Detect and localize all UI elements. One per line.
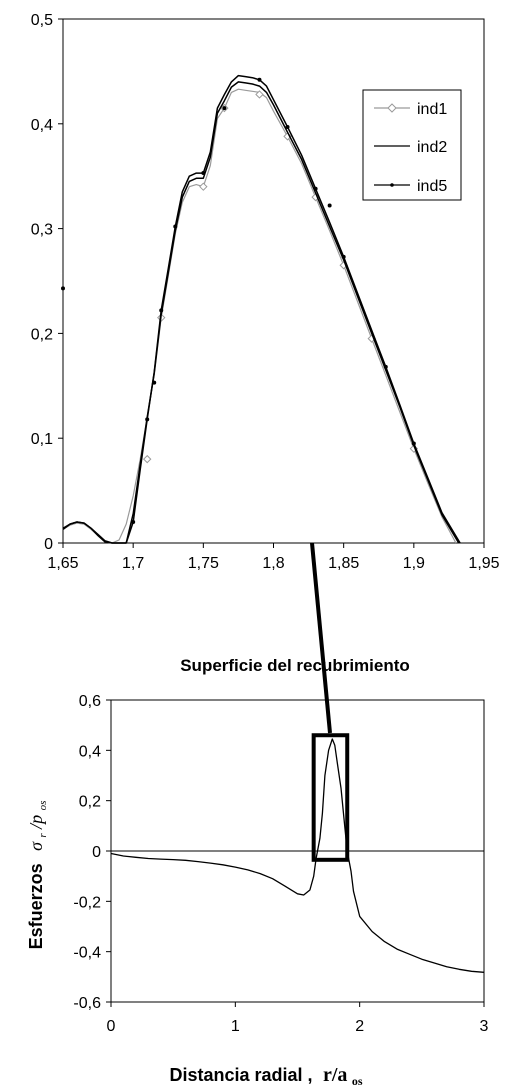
marker-ind5: [285, 124, 290, 129]
marker-ind5: [61, 286, 65, 291]
dot-marker-icon: [390, 183, 394, 187]
x-axis-label: Distancia radial , r/a os: [169, 1064, 362, 1088]
x-tick-label: 1,65: [47, 555, 78, 572]
y-tick-label: 0,6: [79, 693, 101, 710]
full-y-ticks: 0,6 0,4 0,2 0 -0,2 -0,4 -0,6: [73, 693, 111, 1012]
zoom-chart: 00,10,20,30,40,5 1,65 1,7 1,75 1,8 1,85 1,9 1,…: [31, 12, 500, 572]
y-tick-label: 0,3: [31, 222, 53, 239]
x-axis-ratio: r/a: [323, 1064, 347, 1086]
x-tick-label: 1: [231, 1018, 240, 1035]
full-chart: Superficie del recubrimiento 0,60,40,20-…: [26, 656, 489, 1088]
x-tick-label: 0: [107, 1018, 116, 1035]
marker-ind5: [341, 254, 346, 259]
zoom-x-ticks: 1,65 1,7 1,75 1,8 1,85 1,9 1,95: [47, 543, 500, 572]
zoom-connector-line: [310, 542, 332, 734]
y-tick-label: 0,2: [31, 326, 53, 343]
marker-ind5: [313, 186, 318, 191]
marker-ind5: [152, 380, 157, 385]
x-tick-label: 1,75: [188, 555, 219, 572]
x-tick-label: 1,95: [468, 555, 499, 572]
marker-ind5: [173, 224, 178, 229]
marker-ind1: [199, 182, 208, 191]
x-tick-label: 1,7: [122, 555, 144, 572]
y-tick-label: -0,4: [73, 945, 101, 962]
y-tick-label: 0,5: [31, 12, 53, 29]
marker-ind5: [145, 417, 150, 422]
y-axis-sigma-sub: r: [37, 833, 49, 838]
y-tick-label: 0: [92, 844, 101, 861]
series-line-ind5: [62, 74, 461, 544]
marker-ind5: [411, 441, 416, 446]
marker-ind5: [131, 520, 136, 525]
y-axis-label: Esfuerzos σ r /p os: [26, 801, 50, 950]
x-axis-label-text: Distancia radial ,: [169, 1065, 312, 1085]
y-axis-label-text: Esfuerzos: [26, 863, 46, 949]
y-tick-label: 0,4: [79, 743, 101, 760]
legend: ind1 ind2 ind5: [362, 89, 462, 201]
y-axis-p-sub: os: [37, 801, 49, 811]
y-axis-sigma: σ: [26, 841, 46, 851]
marker-ind5: [159, 308, 164, 313]
zoom-y-ticks: 0 0,1 0,2 0,3 0,4 0,5: [31, 12, 63, 553]
x-tick-label: 2: [355, 1018, 364, 1035]
y-tick-label: 0,1: [31, 431, 53, 448]
legend-item-ind2: ind2: [374, 139, 447, 156]
legend-label-ind5: ind5: [417, 178, 447, 195]
marker-ind1: [255, 90, 264, 99]
x-tick-label: 1,85: [328, 555, 359, 572]
legend-label-ind2: ind2: [417, 139, 447, 156]
y-tick-label: 0: [44, 536, 53, 553]
legend-item-ind1: ind1: [374, 101, 447, 118]
marker-ind5: [327, 203, 332, 208]
stress-curve: [110, 738, 485, 973]
x-tick-label: 3: [480, 1018, 489, 1035]
marker-ind1: [142, 454, 152, 464]
svg-text:Esfuerzos σ r: Esfuerzos σ r /p os: [26, 801, 50, 950]
x-tick-label: 1,8: [262, 555, 284, 572]
legend-item-ind5: ind5: [374, 178, 447, 195]
x-axis-ratio-sub: os: [352, 1074, 363, 1088]
y-tick-label: 0,2: [79, 794, 101, 811]
y-axis-p: /p: [26, 815, 46, 830]
full-series: [110, 738, 485, 973]
full-x-ticks: 0 1 2 3: [107, 1002, 489, 1035]
marker-ind5: [383, 364, 388, 369]
marker-ind5: [222, 106, 227, 111]
zoom-series: [61, 74, 461, 544]
x-tick-label: 1,9: [403, 555, 425, 572]
legend-label-ind1: ind1: [417, 101, 447, 118]
highlight-box: [311, 733, 350, 862]
marker-ind5: [201, 171, 206, 176]
diamond-marker-icon: [387, 103, 397, 113]
y-tick-label: -0,6: [73, 995, 101, 1012]
y-tick-label: 0,4: [31, 117, 53, 134]
marker-ind5: [257, 77, 262, 82]
y-tick-label: -0,2: [73, 894, 101, 911]
chart-title: Superficie del recubrimiento: [180, 656, 410, 675]
